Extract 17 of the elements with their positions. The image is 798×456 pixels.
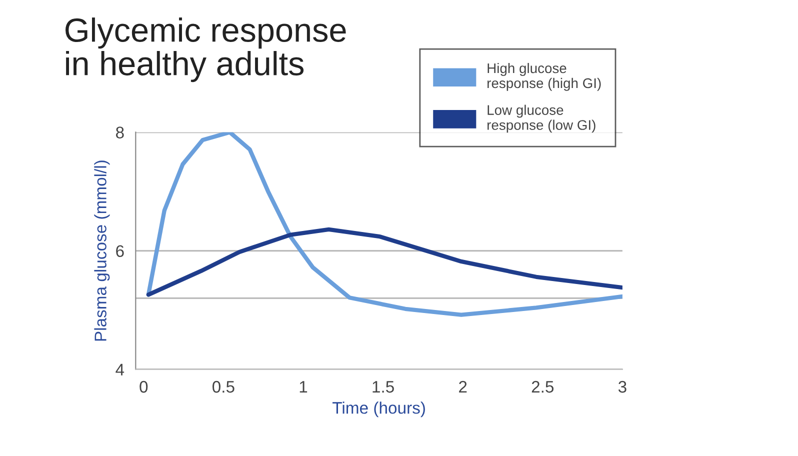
x-tick-label: 2.5 — [532, 380, 554, 393]
legend-label: High glucose response (high GI) — [488, 62, 601, 91]
legend-label: Low glucose response (low GI) — [488, 104, 596, 133]
x-axis-title: Time (hours) — [332, 402, 425, 418]
x-tick-label: 3 — [618, 380, 626, 393]
x-tick-label: 2 — [459, 380, 467, 393]
x-tick-label: 0.5 — [212, 380, 234, 393]
x-tick-label: 1.5 — [372, 381, 394, 393]
y-axis-title: Plasma glucose (mmol/l) — [94, 160, 110, 341]
x-tick-label: 0 — [140, 380, 148, 393]
line-series — [146, 227, 622, 297]
chart-title: Glycemic response in healthy adults — [66, 18, 346, 82]
line-series — [146, 132, 622, 317]
y-tick-label: 4 — [116, 364, 124, 376]
y-tick-label: 8 — [116, 126, 124, 138]
x-tick-label: 1 — [300, 381, 308, 393]
y-tick-label: 6 — [116, 245, 124, 258]
